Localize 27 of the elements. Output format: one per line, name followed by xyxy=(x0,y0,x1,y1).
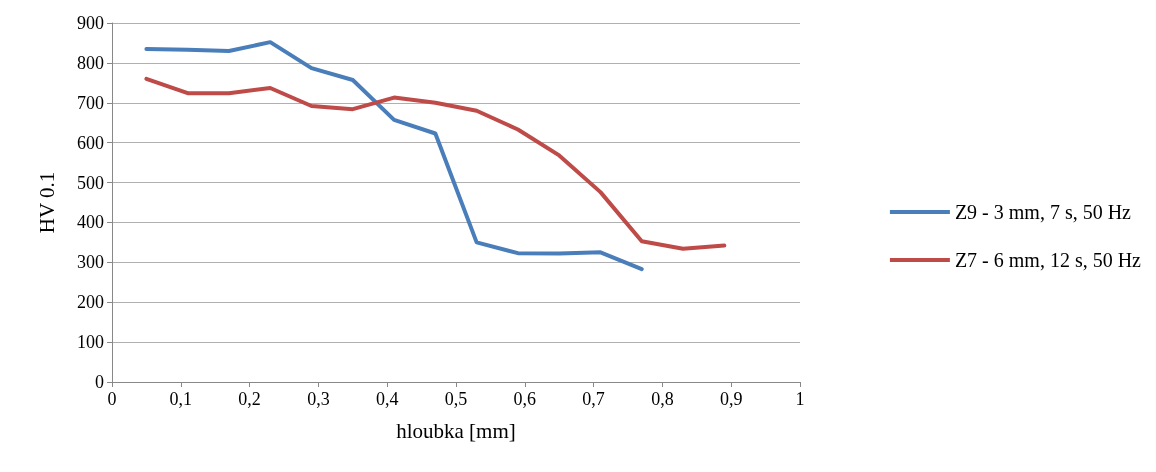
y-axis-title: HV 0.1 xyxy=(34,171,59,234)
x-tick-label: 0,5 xyxy=(444,389,468,409)
x-tick-label: 0,7 xyxy=(582,389,605,409)
y-tick-label: 400 xyxy=(77,212,104,233)
x-tick-label: 0,3 xyxy=(307,389,330,409)
x-tick-label: 1 xyxy=(795,389,805,409)
x-tick-label: 0,8 xyxy=(651,389,674,409)
line-series xyxy=(144,40,644,272)
x-tick-label: 0,4 xyxy=(375,389,399,409)
y-tick-label: 500 xyxy=(77,172,104,193)
x-tick-label: 0,6 xyxy=(513,389,537,409)
x-tick-label: 0,9 xyxy=(719,389,743,409)
y-tick-label: 800 xyxy=(77,52,104,73)
y-tick-label: 200 xyxy=(77,292,104,313)
y-tick-label: 0 xyxy=(95,372,104,392)
x-axis-title: hloubka [mm] xyxy=(396,418,516,443)
y-tick-label: 100 xyxy=(77,332,104,353)
y-tick-label: 700 xyxy=(77,92,104,113)
x-tick-label: 0,2 xyxy=(238,389,261,409)
legend-label: Z9 - 3 mm, 7 s, 50 Hz xyxy=(954,201,1132,223)
y-tick-label: 300 xyxy=(77,252,104,273)
x-tick-label: 0 xyxy=(107,389,117,409)
line-series xyxy=(144,76,727,251)
legend-label: Z7 - 6 mm, 12 s, 50 Hz xyxy=(954,249,1142,271)
y-tick-label: 900 xyxy=(77,13,104,33)
x-tick-label: 0,1 xyxy=(169,389,193,409)
y-tick-label: 600 xyxy=(77,132,104,153)
